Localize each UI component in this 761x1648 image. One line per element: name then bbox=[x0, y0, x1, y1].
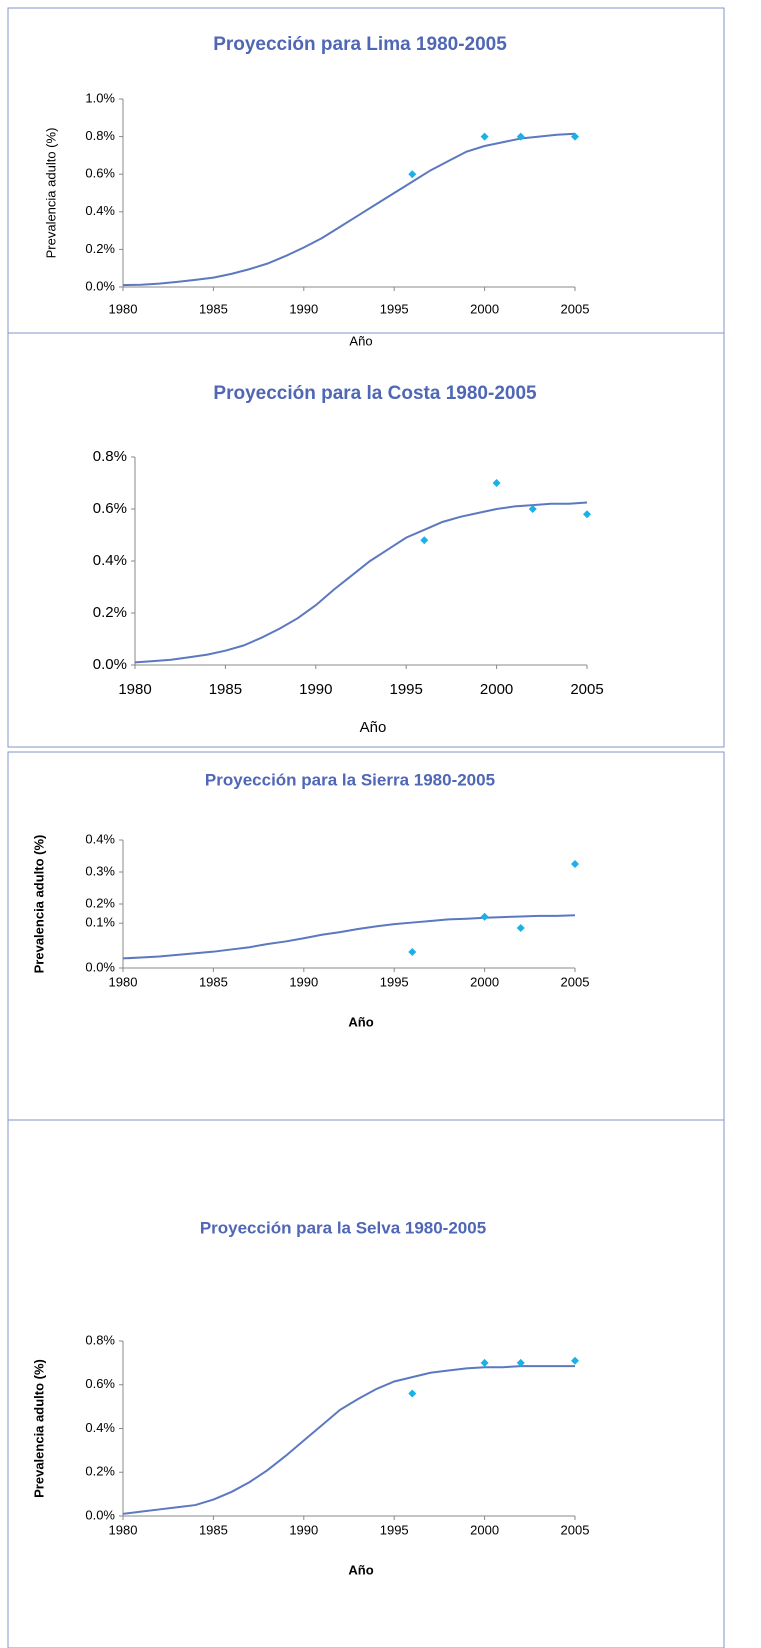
x-tick-label: 1990 bbox=[289, 1522, 318, 1537]
chart-panel: Proyección para la Selva 1980-2005 0.0% 0.… bbox=[7, 1119, 725, 1648]
y-tick-label: 0.0% bbox=[85, 278, 115, 293]
y-tick-label: 0.2% bbox=[93, 604, 127, 621]
x-axis-label: Año bbox=[349, 333, 372, 348]
y-tick-label: 1.0% bbox=[85, 90, 115, 105]
x-tick-label: 1990 bbox=[299, 681, 332, 698]
y-axis-label: Prevalencia adulto (%) bbox=[31, 1359, 46, 1498]
data-point bbox=[480, 912, 489, 921]
data-point bbox=[516, 132, 525, 141]
projection-line bbox=[134, 501, 588, 664]
x-tick-label: 1990 bbox=[289, 301, 318, 316]
data-point bbox=[408, 1389, 417, 1398]
y-tick-label: 0.8% bbox=[85, 1332, 115, 1347]
data-point bbox=[516, 924, 525, 932]
panel-border bbox=[7, 7, 725, 334]
data-point bbox=[408, 948, 417, 956]
data-point bbox=[571, 1356, 579, 1365]
panel-border bbox=[7, 1119, 725, 1648]
y-tick-label: 0.4% bbox=[85, 203, 115, 218]
data-point bbox=[408, 170, 417, 179]
x-axis-label: Año bbox=[348, 1562, 373, 1577]
y-tick-label: 0.4% bbox=[93, 552, 127, 569]
chart-panel: Proyección para la Sierra 1980-2005 0.0% 0… bbox=[7, 751, 725, 1121]
x-tick-label: 1995 bbox=[390, 681, 423, 698]
data-point bbox=[528, 505, 537, 513]
y-tick-label: 0.0% bbox=[93, 656, 127, 673]
panel-border bbox=[7, 751, 725, 1121]
x-tick-label: 1985 bbox=[199, 974, 228, 989]
data-point bbox=[571, 132, 579, 141]
x-tick-label: 1995 bbox=[380, 1522, 409, 1537]
x-tick-label: 1985 bbox=[199, 1522, 228, 1537]
x-axis-label: Año bbox=[360, 719, 387, 736]
projection-line bbox=[122, 132, 576, 287]
x-tick-label: 1995 bbox=[380, 301, 409, 316]
y-tick-label: 0.3% bbox=[85, 863, 115, 878]
y-tick-label: 0.0% bbox=[85, 1507, 115, 1522]
y-axis-label: Prevalencia adulto (%) bbox=[31, 835, 46, 974]
y-tick-label: 0.2% bbox=[85, 241, 115, 256]
x-tick-label: 2005 bbox=[570, 681, 603, 698]
y-tick-label: 0.6% bbox=[93, 500, 127, 517]
x-tick-label: 2000 bbox=[470, 1522, 499, 1537]
x-tick-label: 1990 bbox=[289, 974, 318, 989]
x-tick-label: 2005 bbox=[561, 301, 590, 316]
x-tick-label: 1985 bbox=[209, 681, 242, 698]
y-tick-label: 0.2% bbox=[85, 895, 115, 910]
x-tick-label: 2000 bbox=[470, 974, 499, 989]
x-tick-label: 2000 bbox=[480, 681, 513, 698]
y-tick-label: 0.6% bbox=[85, 1376, 115, 1391]
x-tick-label: 1980 bbox=[118, 681, 151, 698]
projection-line bbox=[122, 914, 576, 960]
x-tick-label: 1985 bbox=[199, 301, 228, 316]
x-tick-label: 1980 bbox=[109, 301, 138, 316]
chart-title: Proyección para la Selva 1980-2005 bbox=[200, 1218, 486, 1237]
x-tick-label: 1980 bbox=[109, 1522, 138, 1537]
data-point bbox=[420, 536, 429, 545]
y-tick-label: 0.4% bbox=[85, 1420, 115, 1435]
chart-title: Proyección para la Costa 1980-2005 bbox=[213, 383, 537, 404]
chart-panel: Proyección para Lima 1980-2005 0.0% 0.2% 0.… bbox=[7, 7, 725, 348]
x-tick-label: 1995 bbox=[380, 974, 409, 989]
data-point bbox=[492, 479, 501, 487]
data-point bbox=[480, 132, 489, 141]
y-tick-label: 0.6% bbox=[85, 166, 115, 181]
chart-panel: Proyección para la Costa 1980-2005 0.0% 0.… bbox=[7, 332, 725, 748]
data-point bbox=[583, 510, 591, 519]
y-tick-label: 0.8% bbox=[85, 128, 115, 143]
chart-title: Proyección para la Sierra 1980-2005 bbox=[205, 770, 495, 789]
y-tick-label: 0.4% bbox=[85, 831, 115, 846]
projection-line bbox=[122, 1365, 575, 1515]
y-tick-label: 0.0% bbox=[85, 959, 115, 974]
x-tick-label: 1980 bbox=[109, 974, 138, 989]
x-tick-label: 2005 bbox=[561, 974, 590, 989]
y-tick-label: 0.8% bbox=[93, 448, 127, 465]
panel-border bbox=[7, 332, 725, 748]
data-point bbox=[480, 1358, 489, 1367]
x-tick-label: 2005 bbox=[561, 1522, 590, 1537]
y-tick-label: 0.1% bbox=[85, 915, 115, 930]
data-point bbox=[571, 860, 579, 868]
y-axis-label: Prevalencia adulto (%) bbox=[43, 128, 58, 259]
x-axis-label: Año bbox=[348, 1014, 373, 1029]
x-tick-label: 2000 bbox=[470, 301, 499, 316]
y-tick-label: 0.2% bbox=[85, 1464, 115, 1479]
chart-title: Proyección para Lima 1980-2005 bbox=[213, 34, 507, 55]
data-point bbox=[516, 1358, 525, 1367]
